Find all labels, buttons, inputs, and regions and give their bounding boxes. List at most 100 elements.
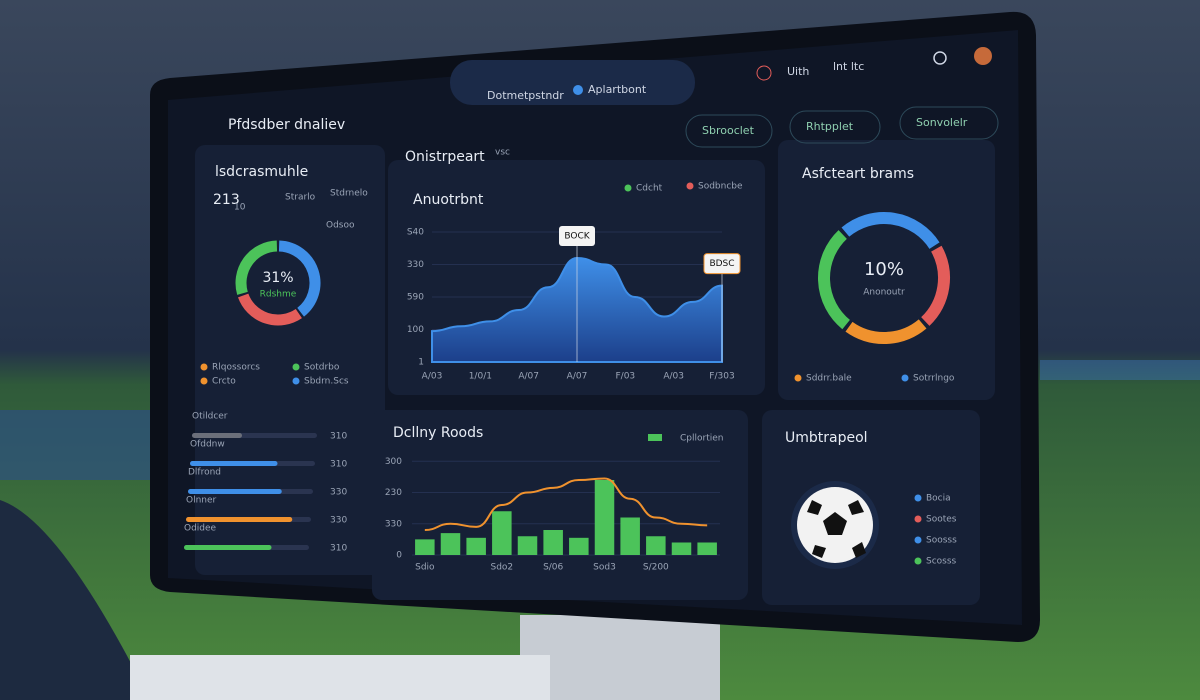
- ring-center: 10%: [864, 259, 904, 280]
- bar: [492, 511, 512, 555]
- app-title: Pfdsdber dnaliev: [228, 117, 345, 133]
- stand-banner: [1040, 360, 1200, 380]
- search-icon[interactable]: [933, 51, 947, 65]
- button[interactable]: [899, 106, 999, 140]
- tab[interactable]: Aplartbont: [588, 83, 647, 96]
- progress-value: 310: [330, 432, 347, 442]
- donut-segment: [845, 319, 927, 344]
- button-label[interactable]: Sonvolelr: [916, 116, 968, 129]
- donut-segment: [818, 230, 851, 330]
- bar: [697, 542, 717, 555]
- donut-segment: [237, 293, 302, 326]
- stat-sub: 10: [234, 203, 246, 213]
- person: [0, 500, 150, 700]
- progress-label: Ofddnw: [190, 440, 225, 450]
- bar: [620, 517, 640, 555]
- x-tick-label: A/07: [567, 372, 588, 382]
- y-tick-label: 330: [407, 260, 424, 270]
- legend-label: Scosss: [926, 557, 957, 567]
- progress-label: Olnner: [186, 496, 217, 506]
- tab[interactable]: Dotmetpstndr: [487, 89, 564, 102]
- user-menu[interactable]: lnt ltc: [833, 60, 864, 73]
- donut-segment: [235, 240, 278, 295]
- legend-label: Sodbncbe: [698, 182, 743, 192]
- legend-dot: [794, 374, 802, 382]
- legend-label: Sddrr.bale: [806, 374, 852, 384]
- x-tick-label: F/303: [709, 372, 734, 382]
- annotation: BOCK: [564, 232, 590, 242]
- y-tick-label: 1: [418, 358, 424, 368]
- progress-bar: [184, 545, 272, 550]
- annotation-box: [559, 226, 595, 246]
- legend-dot: [200, 363, 208, 371]
- legend-dot: [200, 377, 208, 385]
- legend-swatch: [648, 434, 662, 441]
- user-name[interactable]: Uith: [787, 65, 809, 78]
- alert-icon[interactable]: [756, 65, 772, 81]
- donut-sub: Rdshme: [260, 290, 297, 300]
- y-tick-label: 230: [385, 488, 402, 498]
- donut-segment: [841, 212, 940, 250]
- annotation-box: [703, 253, 741, 275]
- panel: [778, 140, 995, 400]
- legend-dot: [292, 377, 300, 385]
- ring-sub: Anonoutr: [863, 288, 905, 298]
- progress-value: 330: [330, 488, 347, 498]
- x-tick-label: S/06: [543, 563, 563, 573]
- legend-dot: [914, 536, 922, 544]
- legend-label: Rlqossorcs: [212, 363, 260, 373]
- stand-banner: [0, 410, 160, 480]
- y-tick-label: S40: [407, 228, 424, 238]
- button[interactable]: [789, 110, 881, 144]
- legend-dot: [624, 184, 632, 192]
- panel: [195, 145, 385, 575]
- bar: [671, 542, 692, 555]
- tab-bar[interactable]: [450, 60, 695, 105]
- donut-segment: [278, 240, 321, 317]
- section-sub: vsc: [495, 148, 510, 158]
- x-tick-label: Sdo2: [490, 563, 513, 573]
- legend-label: Sotrrlngo: [913, 374, 955, 384]
- x-tick-label: Sod3: [593, 563, 616, 573]
- annotation: BDSC: [709, 259, 734, 269]
- x-tick-label: A/03: [422, 372, 443, 382]
- chart-title: Dcllny Roods: [393, 425, 483, 441]
- bar: [415, 539, 435, 555]
- y-tick-label: 100: [407, 325, 424, 335]
- ball-patch: [807, 500, 822, 515]
- legend-dot: [914, 515, 922, 523]
- button-label[interactable]: Rhtpplet: [806, 120, 854, 133]
- bar: [517, 536, 538, 555]
- legend-dot: [914, 494, 922, 502]
- y-tick-label: 0: [396, 551, 402, 561]
- progress-label: Odidee: [184, 524, 217, 534]
- x-tick-label: F/03: [615, 372, 635, 382]
- avatar[interactable]: [974, 47, 992, 65]
- progress-bar: [190, 461, 278, 466]
- x-tick-label: Sdio: [415, 563, 435, 573]
- line: [424, 477, 708, 531]
- x-tick-label: A/07: [518, 372, 539, 382]
- tag: Strarlo: [285, 193, 316, 203]
- monitor-stand: [520, 615, 720, 700]
- donut-segment: [921, 245, 950, 326]
- donut-center: 31%: [262, 270, 293, 286]
- chart-title: Asfcteart brams: [802, 166, 914, 182]
- legend-label: Sootes: [926, 515, 957, 525]
- legend-dot: [686, 182, 694, 190]
- soccer-ball: [791, 481, 879, 569]
- panel-title: Umbtrapeol: [785, 430, 868, 446]
- bar: [646, 536, 666, 555]
- y-tick-label: 590: [407, 293, 424, 303]
- ball-patch: [852, 542, 866, 558]
- chart-title: Anuotrbnt: [413, 192, 484, 208]
- button[interactable]: [685, 114, 773, 148]
- button-label[interactable]: Sbrooclet: [702, 124, 755, 137]
- section-title: Onistrpeart: [405, 149, 485, 165]
- bar: [569, 537, 589, 555]
- tab-dot: [573, 85, 583, 95]
- bar: [440, 533, 461, 555]
- legend-label: Cdcht: [636, 184, 663, 194]
- side-label: Odsoo: [326, 221, 355, 231]
